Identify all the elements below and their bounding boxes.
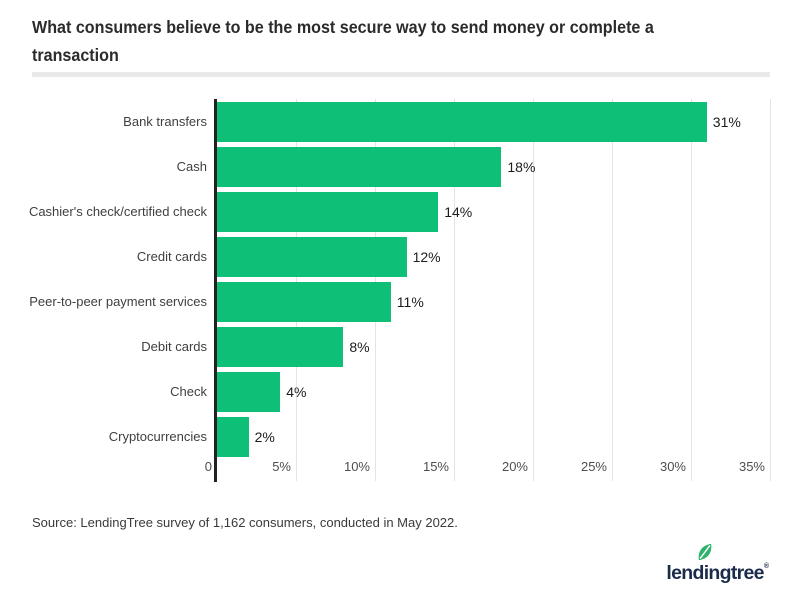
x-tick-label: 35% bbox=[738, 459, 765, 474]
x-tick-label: 5% bbox=[272, 459, 291, 474]
bar bbox=[217, 237, 407, 277]
value-label: 18% bbox=[507, 159, 536, 175]
zero-axis-line bbox=[214, 99, 217, 482]
bar bbox=[217, 372, 281, 412]
logo-wordmark: lendingtree bbox=[666, 562, 764, 584]
chart-title-line-1: What consumers believe to be the most se… bbox=[32, 17, 654, 37]
gridline bbox=[770, 99, 771, 481]
category-label: Bank transfers bbox=[123, 114, 207, 129]
value-label: 14% bbox=[444, 204, 473, 220]
leaf-icon bbox=[698, 543, 712, 561]
category-label: Cryptocurrencies bbox=[108, 429, 207, 444]
category-label: Credit cards bbox=[136, 249, 207, 264]
bar bbox=[217, 327, 344, 367]
category-label: Debit cards bbox=[141, 339, 207, 354]
value-label: 11% bbox=[396, 294, 424, 310]
category-label: Cash bbox=[176, 159, 207, 174]
title-divider bbox=[32, 72, 770, 77]
bar bbox=[217, 282, 391, 322]
registered-trademark: ® bbox=[763, 563, 769, 570]
x-tick-label: 20% bbox=[501, 459, 528, 474]
value-label: 8% bbox=[349, 339, 370, 355]
x-tick-label: 0 bbox=[204, 459, 212, 474]
category-label: Cashier's check/certified check bbox=[28, 204, 207, 219]
category-label: Peer-to-peer payment services bbox=[29, 294, 207, 309]
gridline bbox=[691, 99, 692, 481]
x-tick-label: 30% bbox=[659, 459, 686, 474]
gridline bbox=[612, 99, 613, 481]
bar bbox=[217, 147, 502, 187]
value-label: 31% bbox=[712, 114, 741, 130]
bar bbox=[217, 417, 249, 457]
category-label: Check bbox=[170, 384, 207, 399]
lendingtree-logo: lendingtree® bbox=[659, 543, 769, 587]
logo-wordmark-group: lendingtree® bbox=[666, 562, 769, 585]
gridline bbox=[454, 99, 455, 481]
value-label: 2% bbox=[254, 429, 275, 445]
source-note: Source: LendingTree survey of 1,162 cons… bbox=[32, 515, 458, 530]
value-label: 12% bbox=[412, 249, 441, 265]
x-tick-label: 15% bbox=[422, 459, 449, 474]
x-tick-label: 25% bbox=[580, 459, 607, 474]
chart-title: What consumers believe to be the most se… bbox=[32, 13, 654, 69]
value-label: 4% bbox=[286, 384, 307, 400]
gridline bbox=[533, 99, 534, 481]
bar bbox=[217, 102, 707, 142]
chart-title-line-2: transaction bbox=[32, 45, 119, 65]
bar bbox=[217, 192, 439, 232]
x-tick-label: 10% bbox=[343, 459, 370, 474]
